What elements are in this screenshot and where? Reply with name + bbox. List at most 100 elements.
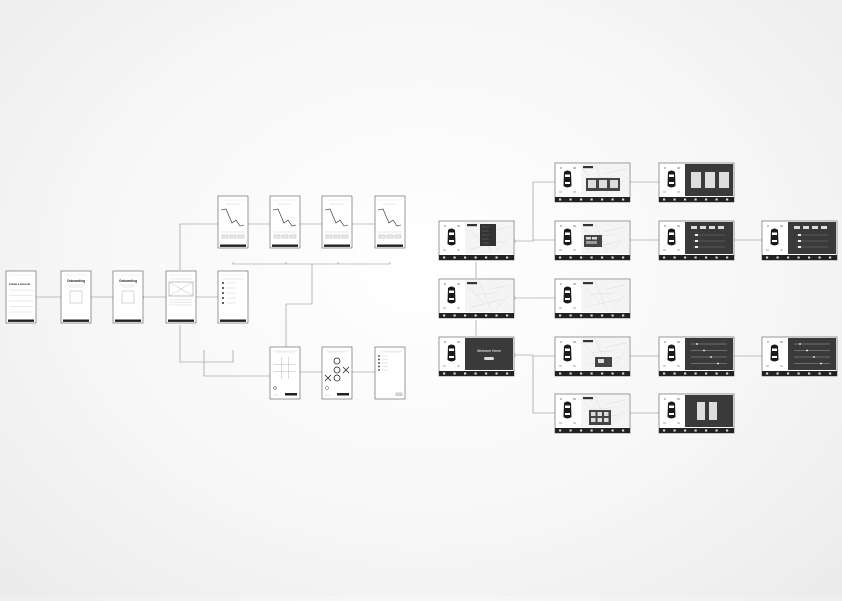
car-top-view-icon [667,401,676,419]
dock-icon [569,429,572,432]
flow-connector [514,181,555,242]
setting-chip [695,240,698,242]
dock-icon [818,256,821,259]
dock-icon [611,198,614,201]
rear-window [772,240,777,242]
dock-icon [776,372,779,375]
overlay-tile [599,180,607,188]
map-road [585,241,620,250]
primary-button-bar [220,319,246,322]
dock-icon [580,372,583,375]
dock-icon [684,372,687,375]
dock-icon [787,256,790,259]
dock-icon [797,256,800,259]
dock-icon [787,372,790,375]
slider-thumb [710,356,712,358]
setting-chip [798,234,801,236]
dock-icon [673,429,676,432]
dock-icon [622,429,625,432]
dock-icon [766,256,769,259]
dock-icon [559,314,562,317]
o-mark-icon [333,366,341,374]
dock-icon [474,372,477,375]
dock-icon [569,372,572,375]
stat-chip [394,234,402,239]
overlay-tile [591,418,596,422]
car-top-view-icon [563,344,572,362]
windshield [449,290,454,293]
rear-window [669,240,674,242]
car-top-view-icon [667,228,676,246]
car-top-view-icon [447,286,456,304]
screen-label: Create a Account [9,282,30,286]
slider-thumb [806,349,808,352]
player-o-icon [325,386,329,390]
map-search-pill [583,282,593,285]
mode-button [821,226,827,229]
dock-icon [485,256,488,259]
dock-icon [580,314,583,317]
dock-icon [715,198,718,201]
map-search-pill [583,340,593,343]
map-search-pill [467,224,477,227]
line-chart-trace [272,208,297,227]
dock-icon [559,256,562,259]
dock-icon [684,198,687,201]
car-screen-c2 [658,220,735,261]
stat-chip [221,234,229,239]
windshield [449,348,454,351]
dock-icon [590,256,593,259]
car-screen-b3 [554,278,631,319]
phone-screen-chart-1 [217,195,249,249]
dock-icon [580,429,583,432]
content-card [709,402,717,420]
dock-icon [506,314,509,317]
dock-icon [443,256,446,259]
flow-connector [179,223,218,270]
phone-frame [269,346,301,400]
map-road [612,237,625,251]
popup-chip [592,237,597,240]
dock-icon [726,256,729,259]
dock-icon [622,198,625,201]
dark-panel [465,338,513,370]
dock-icon [684,256,687,259]
dock-icon [453,256,456,259]
car-top-view-icon [563,401,572,419]
dock-icon [601,256,604,259]
stat-chip [378,234,386,239]
mode-button [700,226,706,229]
image-placeholder [121,290,135,304]
phone-screen-chart-2 [269,195,301,249]
slider-thumb [799,343,801,345]
phone-screen-signup: Create a Account [5,270,37,324]
dock-icon [474,314,477,317]
mode-button [709,226,715,229]
popup-chip [598,359,604,363]
map-road [604,226,627,232]
map-road [469,299,504,308]
dock-icon [464,372,467,375]
windshield [772,232,777,235]
dock-icon [474,256,477,259]
dock-icon [797,372,800,375]
primary-button-bar [220,244,246,247]
phone-screen-onboarding-2: Onboarding [112,270,144,324]
slider-thumb [703,349,705,352]
dock-icon [622,372,625,375]
car-screen-b5 [554,393,631,434]
windshield [772,348,777,351]
menu-item-icon [378,358,380,361]
overlay-tile [591,412,596,416]
windshield [565,174,570,177]
dark-panel [685,338,733,370]
dark-panel [788,338,836,370]
mode-button [812,226,818,229]
dock-icon [622,314,625,317]
dock-icon [694,372,697,375]
car-screen-d2 [761,220,838,261]
phone-screen-game-empty [269,346,301,400]
overlay-tile [597,418,602,422]
map-road [604,284,627,290]
dock-icon [485,314,488,317]
